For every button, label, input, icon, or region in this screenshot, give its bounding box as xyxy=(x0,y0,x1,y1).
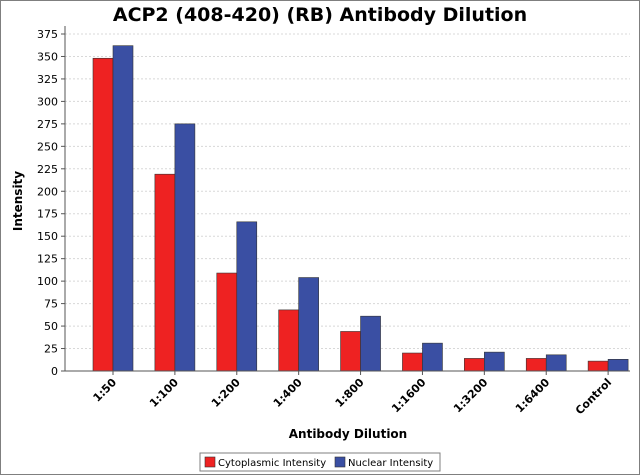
y-tick-label: 250 xyxy=(37,140,58,153)
y-tick-label: 0 xyxy=(51,365,58,378)
y-axis-title: Intensity xyxy=(11,171,25,231)
y-tick-label: 50 xyxy=(44,320,58,333)
grid-lines xyxy=(65,33,630,350)
bar-cytoplasmic xyxy=(278,309,299,372)
legend-swatch xyxy=(204,456,216,468)
x-tick-label: 1:3200 xyxy=(451,376,491,416)
bar-nuclear xyxy=(545,354,567,372)
bar-nuclear xyxy=(422,342,443,372)
x-tick-label: 1:1600 xyxy=(389,376,429,416)
x-tick-label: 1:400 xyxy=(271,376,305,410)
y-tick-label: 200 xyxy=(37,185,58,198)
bar-nuclear xyxy=(484,351,505,372)
legend-label: Cytoplasmic Intensity xyxy=(218,458,326,469)
bar-nuclear xyxy=(112,45,134,372)
bar-nuclear xyxy=(236,221,258,372)
y-tick-label: 225 xyxy=(37,163,58,176)
x-tick-label: 1:50 xyxy=(91,376,120,405)
chart-title: ACP2 (408-420) (RB) Antibody Dilution xyxy=(113,4,527,26)
bar-cytoplasmic xyxy=(216,272,238,372)
bar-nuclear xyxy=(607,359,629,372)
bar-cytoplasmic xyxy=(587,360,609,372)
bar-cytoplasmic xyxy=(525,358,547,372)
x-tick-label: 1:100 xyxy=(147,376,181,410)
bar-nuclear xyxy=(298,277,319,372)
y-tick-labels: 0 25 50 75 100 125 150 175 200 225 250 275 300 325 350… xyxy=(37,28,58,378)
y-tick-label: 350 xyxy=(37,50,58,63)
bar-cytoplasmic xyxy=(464,358,485,372)
y-tick-label: 150 xyxy=(37,230,58,243)
x-axis-title: Antibody Dilution xyxy=(289,427,407,441)
y-tick-label: 25 xyxy=(44,343,58,356)
y-tick-label: 175 xyxy=(37,208,58,221)
y-tick-label: 325 xyxy=(37,73,58,86)
bar-group xyxy=(92,45,629,372)
bar-cytoplasmic xyxy=(92,57,114,372)
bar-cytoplasmic xyxy=(402,352,423,372)
legend-swatch xyxy=(334,456,346,468)
bar-cytoplasmic xyxy=(340,331,361,372)
y-tick-label: 300 xyxy=(37,95,58,108)
legend: Cytoplasmic Intensity Nuclear Intensity xyxy=(199,452,441,472)
bar-nuclear xyxy=(360,315,381,372)
axes xyxy=(61,26,630,375)
bar-cytoplasmic xyxy=(154,173,176,372)
y-tick-label: 275 xyxy=(37,118,58,131)
x-tick-label: 1:6400 xyxy=(513,376,553,416)
x-tick-labels: 1:50 1:100 1:200 1:400 1:800 1:1600 1:3200 1:64… xyxy=(91,376,615,418)
legend-label: Nuclear Intensity xyxy=(348,458,433,469)
legend-box xyxy=(199,452,441,472)
y-tick-label: 375 xyxy=(37,28,58,41)
bar-nuclear xyxy=(174,123,196,372)
x-tick-label: 1:200 xyxy=(209,376,243,410)
x-tick-label: 1:800 xyxy=(333,376,367,410)
y-tick-label: 100 xyxy=(37,275,58,288)
x-tick-label: Control xyxy=(573,376,614,417)
y-tick-label: 75 xyxy=(44,298,58,311)
y-tick-label: 125 xyxy=(37,253,58,266)
